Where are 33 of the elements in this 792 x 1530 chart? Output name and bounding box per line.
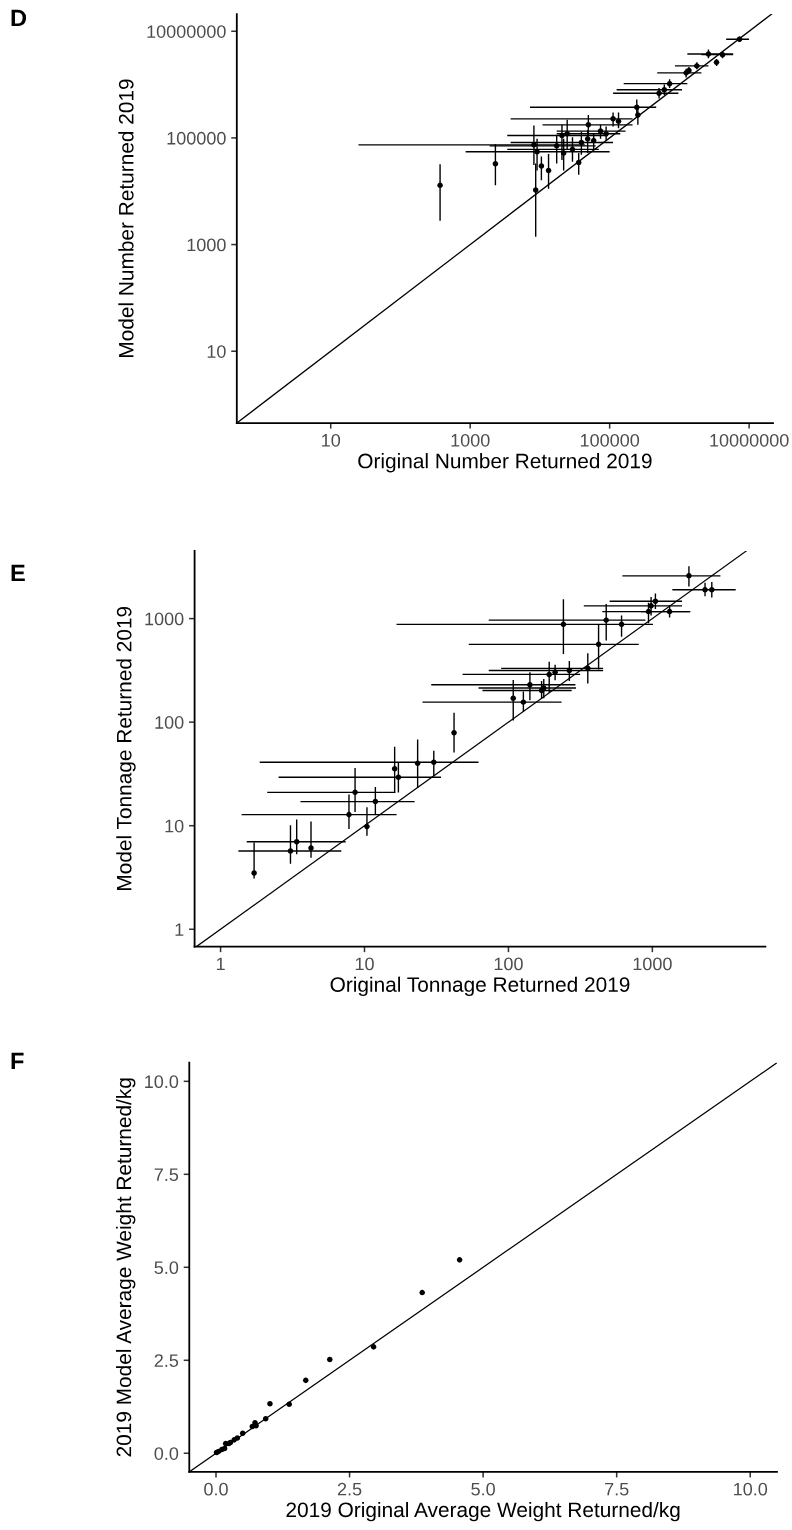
- x-axis-title: Original Tonnage Returned 2019: [330, 976, 630, 997]
- y-tick-label: 2.5: [154, 1354, 179, 1367]
- y-tick-label: 7.5: [154, 1168, 179, 1182]
- x-axis-title: Original Number Returned 2019: [358, 453, 652, 473]
- y-tick-label: 0.0: [154, 1447, 179, 1460]
- x-tick-label: 1000: [633, 957, 672, 971]
- x-tick-label: 5.0: [471, 1482, 495, 1496]
- x-tick-label: 100: [494, 957, 523, 971]
- y-axis-title: 2019 Model Average Weight Returned/kg: [115, 1078, 136, 1457]
- y-axis-title: Model Number Returned 2019: [118, 79, 134, 357]
- x-axis-title: 2019 Original Average Weight Returned/kg: [286, 1501, 680, 1522]
- chart-title: E: [11, 564, 25, 582]
- text: D: [11, 9, 27, 27]
- y-tick-label: 5.0: [154, 1261, 179, 1275]
- chart-title: F: [11, 1052, 24, 1070]
- y-tick-label: 10000000: [147, 25, 226, 38]
- y-tick-label: 100000: [167, 131, 226, 145]
- x-tick-label: 10: [322, 433, 341, 447]
- x-tick-label: 10000000: [710, 433, 789, 447]
- x-tick-label: 1000: [451, 433, 490, 447]
- y-tick-label: 100: [155, 716, 184, 729]
- y-tick-label: 10.0: [145, 1075, 179, 1089]
- y-tick-label: 10: [165, 819, 184, 833]
- x-tick-label: 7.5: [605, 1482, 629, 1496]
- x-tick-label: 10.0: [734, 1482, 768, 1496]
- x-tick-label: 10: [355, 957, 374, 971]
- y-tick-label: 1000: [145, 612, 184, 626]
- x-tick-label: 100000: [580, 433, 640, 447]
- y-tick-label: 1: [175, 923, 184, 936]
- y-axis-title: Model Tonnage Returned 2019: [116, 606, 136, 890]
- x-tick-label: 2.5: [337, 1482, 362, 1496]
- y-tick-label: 10: [207, 345, 226, 358]
- y-tick-label: 1000: [187, 238, 226, 252]
